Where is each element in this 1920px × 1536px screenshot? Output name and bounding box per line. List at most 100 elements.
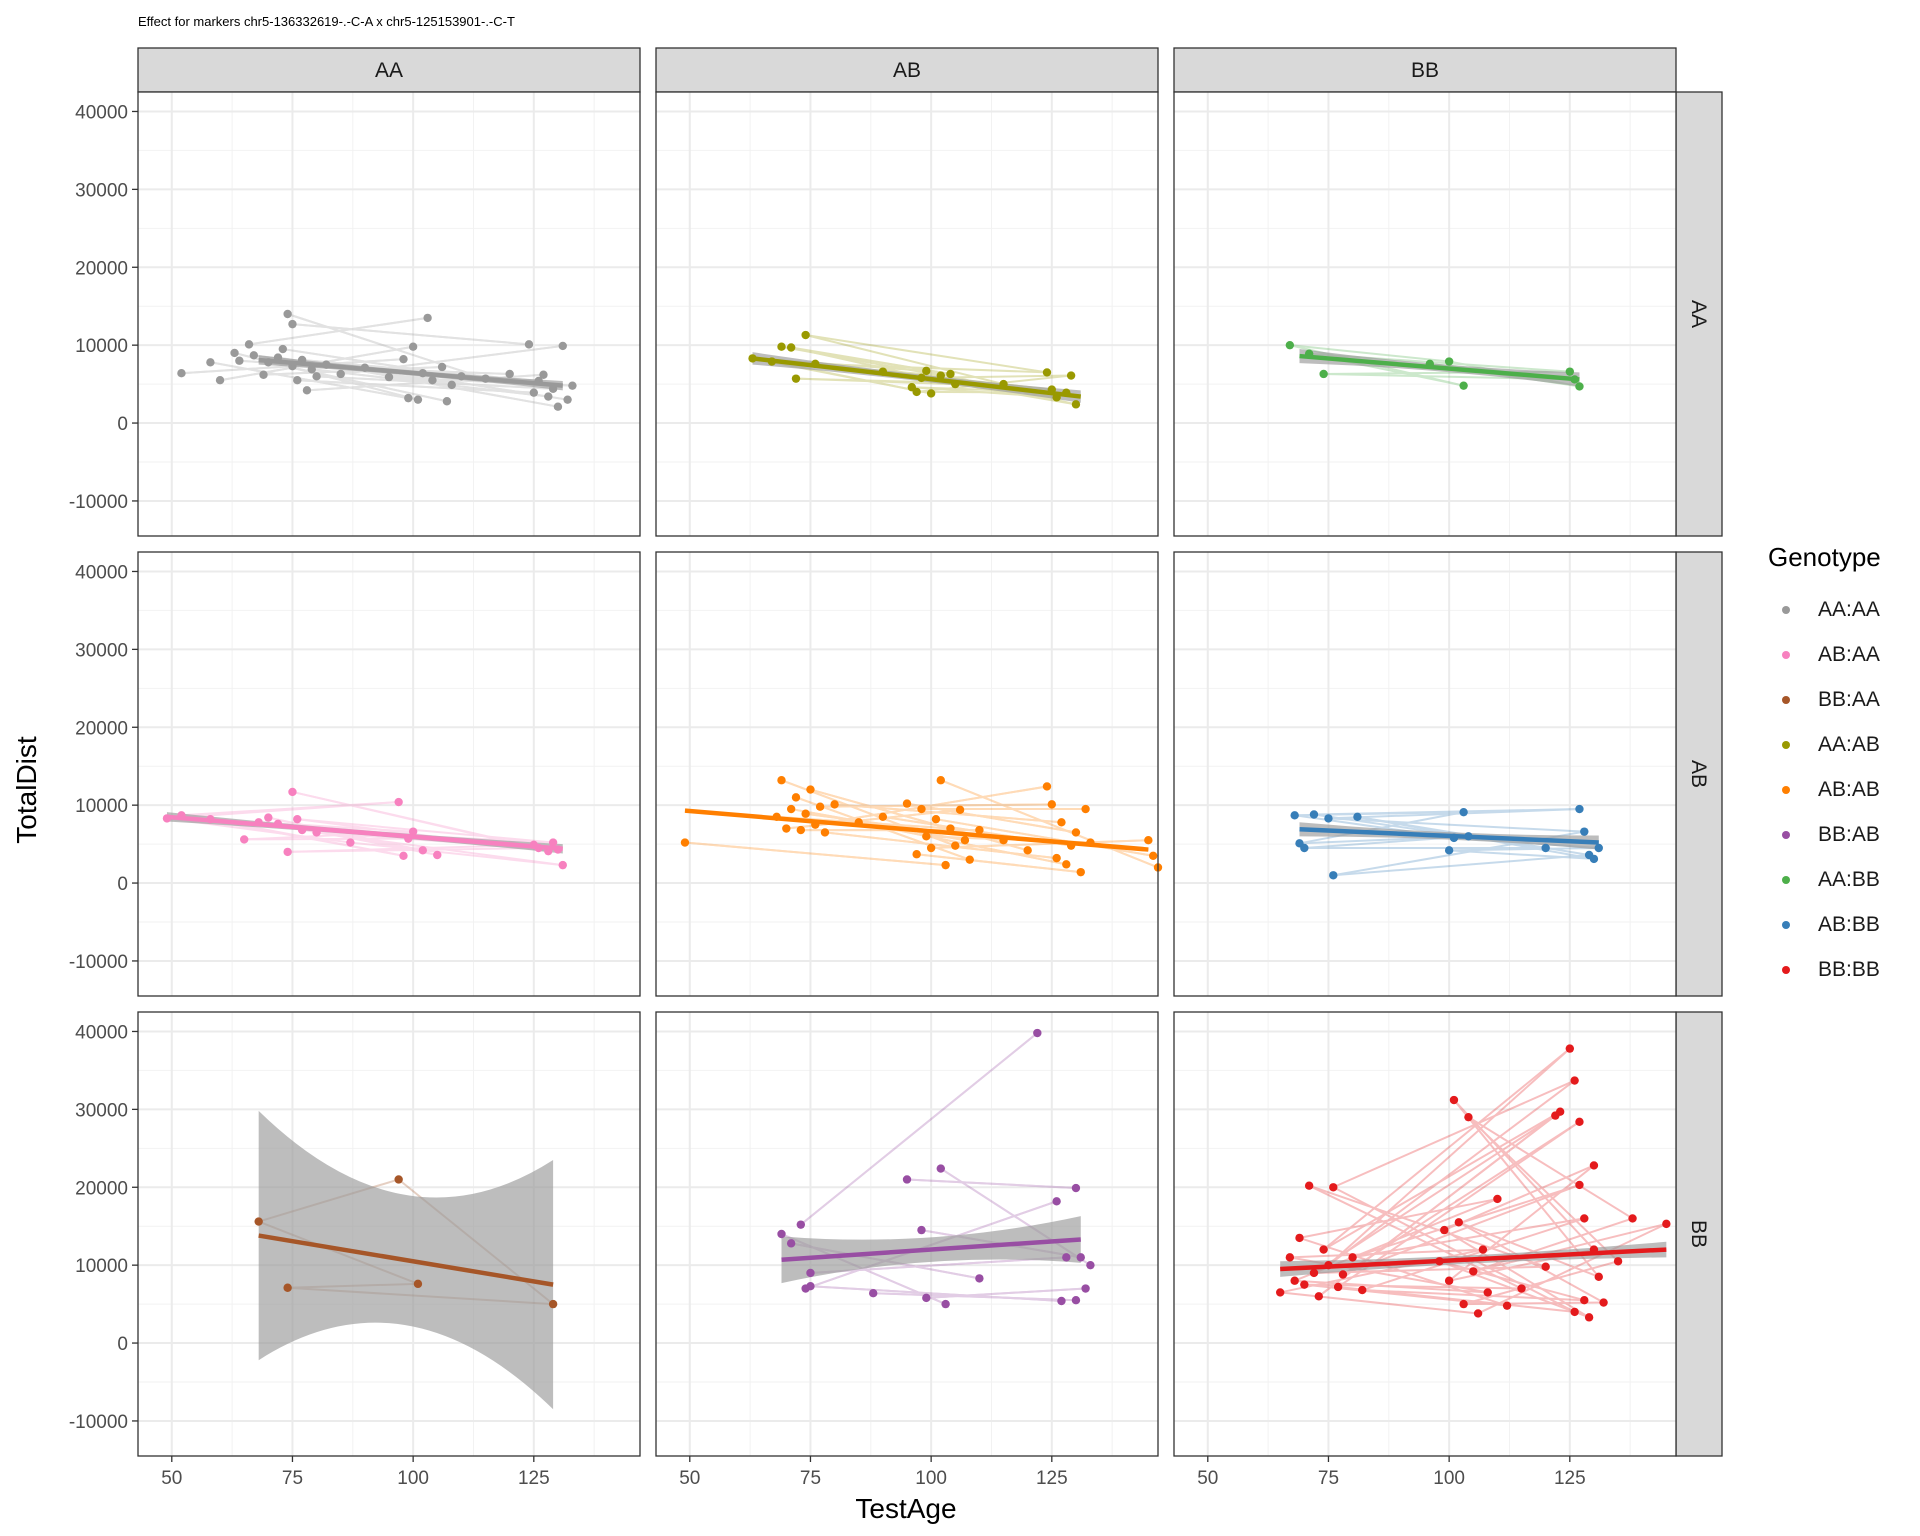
trajectory-line — [292, 323, 530, 346]
trajectory-line — [820, 803, 1052, 808]
data-point — [1493, 1194, 1502, 1204]
trajectory-line — [1439, 1260, 1585, 1302]
legend-swatch — [1782, 921, 1790, 929]
data-point — [539, 370, 548, 379]
trajectory-line — [1463, 1260, 1619, 1306]
y-tick-label: 30000 — [75, 180, 128, 201]
data-point — [1444, 1276, 1454, 1285]
data-point — [955, 805, 965, 815]
trajectory-line — [210, 361, 409, 400]
trajectory-line — [916, 853, 1081, 874]
data-point — [869, 1289, 878, 1298]
trajectory-line — [834, 803, 1062, 824]
data-point — [936, 776, 945, 785]
panel-border — [655, 1011, 1159, 1457]
y-tick-label: 10000 — [75, 336, 128, 357]
panel-background — [1174, 92, 1676, 536]
trajectory-line — [800, 1032, 1038, 1226]
data-point — [307, 365, 316, 374]
data-point — [312, 372, 321, 381]
panel-border — [1173, 551, 1677, 997]
data-point — [553, 402, 563, 411]
data-point — [1047, 800, 1057, 809]
trajectory-line — [810, 1285, 1062, 1302]
data-point — [1309, 810, 1319, 819]
trajectory-line — [1473, 1222, 1667, 1273]
facet-panel: -10000 0 10000 20000 30000 40000 — [69, 91, 641, 537]
data-point — [820, 828, 830, 837]
trajectory-line — [810, 788, 1028, 852]
y-tick-label: 0 — [117, 414, 128, 435]
strip-label: AA — [375, 59, 403, 82]
trajectory-line — [287, 313, 486, 380]
x-tick-label: 125 — [1554, 1468, 1586, 1489]
trajectory-line — [210, 361, 409, 400]
data-point — [806, 1281, 815, 1291]
data-point — [1599, 1298, 1608, 1307]
data-point — [230, 348, 239, 358]
x-tick-label: 50 — [161, 1468, 182, 1489]
data-point — [936, 1164, 945, 1173]
data-point — [215, 376, 225, 385]
trajectory-line — [1477, 1222, 1667, 1315]
data-point — [1589, 854, 1599, 864]
trajectory-line — [248, 316, 428, 346]
data-point — [1324, 814, 1333, 823]
strip-background — [137, 47, 641, 93]
trajectory-line — [805, 334, 1004, 386]
y-tick-label: 30000 — [75, 1100, 128, 1121]
x-tick-label: 75 — [1318, 1468, 1339, 1489]
data-points — [177, 309, 577, 411]
data-point — [931, 814, 941, 824]
trajectory-line — [292, 790, 539, 849]
data-point — [1541, 843, 1550, 853]
y-tick-label: 0 — [117, 1334, 128, 1355]
data-point — [1555, 1107, 1565, 1116]
trajectory-line — [1299, 1197, 1498, 1239]
strip-label: AB — [1687, 760, 1710, 788]
data-point — [206, 358, 215, 367]
trajectory-line — [166, 801, 399, 820]
panel-background — [1174, 552, 1676, 996]
data-point — [965, 855, 974, 864]
strip-background — [1675, 1011, 1723, 1457]
data-point — [558, 341, 567, 351]
data-point — [1348, 1253, 1357, 1262]
data-point — [1033, 1028, 1042, 1038]
y-tick-label: 30000 — [75, 640, 128, 661]
column-strip: AA — [137, 47, 641, 93]
data-points — [680, 776, 1163, 877]
data-point — [926, 389, 936, 398]
data-point — [1594, 843, 1603, 853]
data-point — [1076, 1253, 1085, 1262]
trajectory-line — [1289, 344, 1450, 363]
trajectory-line — [297, 379, 534, 394]
legend-title: Genotype — [1768, 542, 1881, 572]
legend-swatch — [1782, 606, 1790, 614]
data-point — [936, 371, 945, 380]
facet-panel — [655, 91, 1159, 537]
data-point — [1148, 851, 1158, 860]
trajectory-line — [181, 801, 399, 817]
legend-swatch — [1782, 741, 1790, 749]
data-point — [1570, 1076, 1579, 1085]
x-tick-label: 50 — [1197, 1468, 1218, 1489]
data-point — [1071, 1183, 1081, 1193]
data-point — [1502, 1301, 1512, 1310]
trajectory-line — [1361, 1217, 1585, 1292]
trajectory-line — [287, 847, 539, 853]
trajectory-line — [1327, 1079, 1576, 1266]
data-point — [1338, 1270, 1348, 1279]
data-point — [1057, 1296, 1066, 1306]
x-tick-label: 100 — [1433, 1468, 1465, 1489]
trajectory-line — [820, 803, 1052, 808]
panel-border — [1173, 1011, 1677, 1457]
panel-border — [137, 551, 641, 997]
facet-panel: 50 75 100 125 — [1173, 1011, 1677, 1489]
trajectory-line — [1443, 1164, 1595, 1232]
data-point — [288, 319, 297, 329]
data-point — [791, 374, 801, 383]
data-point — [777, 1229, 786, 1239]
data-point — [1071, 400, 1081, 409]
trajectory-line — [287, 313, 486, 380]
